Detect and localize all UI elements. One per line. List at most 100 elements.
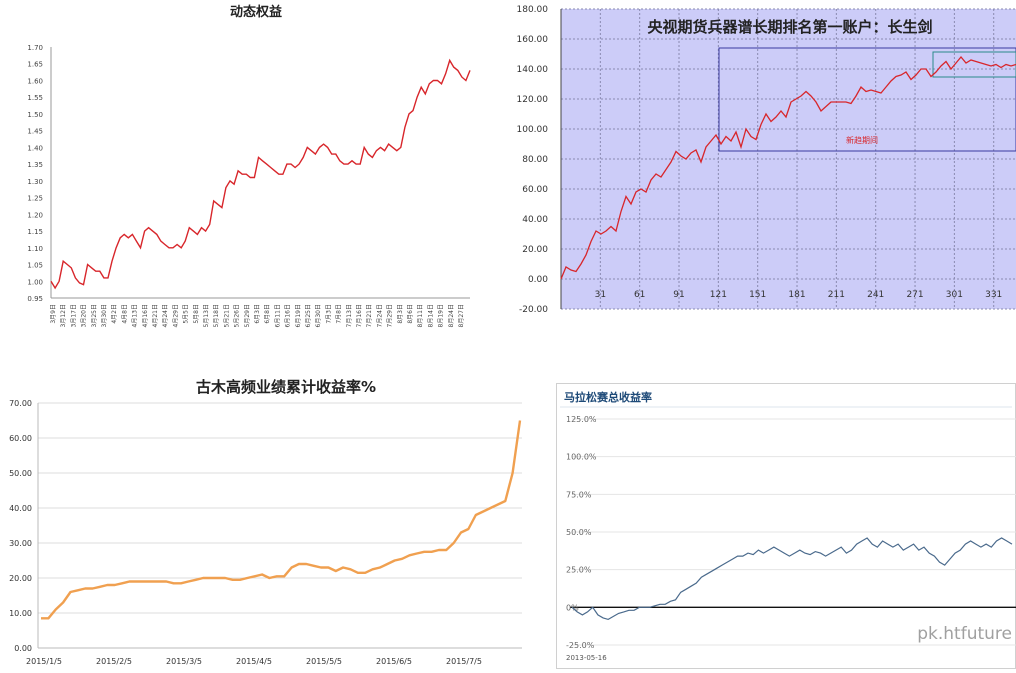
x-tick-label: 61 bbox=[634, 290, 645, 300]
x-tick-label: 7月21日 bbox=[366, 304, 373, 327]
x-tick-label: 7月8日 bbox=[336, 304, 343, 324]
y-tick-label: 1.55 bbox=[27, 94, 43, 102]
x-tick-label: 4月24日 bbox=[162, 304, 169, 327]
series-line bbox=[560, 55, 1016, 280]
y-tick-label: 0.00 bbox=[14, 644, 32, 653]
x-tick-label: 5月8日 bbox=[193, 304, 200, 324]
x-tick-label: 3月30日 bbox=[101, 304, 108, 327]
y-tick-label: 40.00 bbox=[9, 504, 32, 513]
y-tick-label: 1.10 bbox=[27, 245, 43, 253]
x-tick-label: 5月18日 bbox=[213, 304, 220, 327]
plot-background bbox=[561, 9, 1016, 309]
x-tick-label: 7月24日 bbox=[376, 304, 383, 327]
y-tick-label: 40.00 bbox=[522, 215, 548, 225]
y-tick-label: 0.00 bbox=[528, 275, 548, 285]
x-tick-label: 3月17日 bbox=[70, 304, 77, 327]
x-tick-label: 6月16日 bbox=[285, 304, 292, 327]
chart-dynamic-equity: 动态权益 1.70 1.65 1.60 1.55 1.50 1.45 1.40 1.35 1.3… bbox=[27, 4, 471, 327]
y-tick-label: 0.95 bbox=[27, 295, 43, 303]
x-tick-label: 3月25日 bbox=[91, 304, 98, 327]
x-tick-label: 271 bbox=[906, 290, 923, 300]
y-tick-label: -25.0% bbox=[566, 641, 595, 650]
chart-gumu-hft: 古木高频业绩累计收益率% 70.00 60.00 50.00 40.00 30.00 20… bbox=[9, 378, 522, 666]
y-tick-label: 20.00 bbox=[9, 574, 32, 583]
x-tick-label: 8月27日 bbox=[458, 304, 465, 327]
y-tick-label: 1.05 bbox=[27, 262, 43, 270]
x-tick-label: 6月8日 bbox=[264, 304, 271, 324]
x-tick-label: 5月21日 bbox=[223, 304, 230, 327]
y-tick-label: 70.00 bbox=[9, 399, 32, 408]
x-tick-label: 91 bbox=[673, 290, 684, 300]
x-tick-label: 151 bbox=[749, 290, 766, 300]
x-tick-label: 3月9日 bbox=[50, 304, 57, 324]
y-tick-label: 100.00 bbox=[517, 125, 549, 135]
x-tick-label: 2015/1/5 bbox=[26, 657, 62, 666]
y-tick-label: 50.00 bbox=[9, 469, 32, 478]
y-tick-label: 30.00 bbox=[9, 539, 32, 548]
y-tick-label: 100.0% bbox=[566, 453, 597, 462]
y-tick-label: 1.25 bbox=[27, 195, 43, 203]
y-tick-label: 180.00 bbox=[517, 5, 549, 15]
x-tick-label: 7月16日 bbox=[356, 304, 363, 327]
y-tick-label: 25.0% bbox=[566, 566, 592, 575]
x-tick-label: 331 bbox=[985, 290, 1002, 300]
y-tick-label: 1.30 bbox=[27, 178, 43, 186]
x-tick-label: 4月29日 bbox=[172, 304, 179, 327]
x-tick-label: 5月29日 bbox=[244, 304, 251, 327]
y-tick-label: 1.40 bbox=[27, 144, 43, 152]
chart-marathon-return: 马拉松赛总收益率 125.0%100.0%75.0%50.0%25.0%0%-2… bbox=[556, 383, 1016, 669]
y-tick-label: 1.65 bbox=[27, 61, 43, 69]
x-tick-label: 8月3日 bbox=[397, 304, 404, 324]
y-tick-label: 120.00 bbox=[517, 95, 549, 105]
x-tick-label: 6月25日 bbox=[305, 304, 312, 327]
chart-title: 马拉松赛总收益率 bbox=[564, 390, 652, 404]
x-tick-label: 8月6日 bbox=[407, 304, 414, 324]
y-tick-label: 10.00 bbox=[9, 609, 32, 618]
x-tick-label: 121 bbox=[710, 290, 727, 300]
y-tick-label: 1.45 bbox=[27, 128, 43, 136]
x-tick-label: 6月11日 bbox=[274, 304, 281, 327]
x-tick-label: 7月29日 bbox=[387, 304, 394, 327]
series-line bbox=[571, 537, 1013, 621]
highlight-box bbox=[718, 47, 1016, 152]
x-tick-label: 301 bbox=[946, 290, 963, 300]
x-tick-label: 5月5日 bbox=[183, 304, 190, 324]
y-tick-label: 125.0% bbox=[566, 415, 597, 424]
x-tick-label: 5月26日 bbox=[234, 304, 241, 327]
x-tick-label: 5月13日 bbox=[203, 304, 210, 327]
x-tick-label: 8月11日 bbox=[417, 304, 424, 327]
y-tick-label: 1.50 bbox=[27, 111, 43, 119]
x-tick-label: 4月13日 bbox=[132, 304, 139, 327]
x-tick-label: 2015/7/5 bbox=[446, 657, 482, 666]
x-tick-label: 2015/2/5 bbox=[96, 657, 132, 666]
y-tick-label: 1.00 bbox=[27, 278, 43, 286]
x-tick-label: 8月24日 bbox=[448, 304, 455, 327]
chart-title: 古木高频业绩累计收益率% bbox=[196, 378, 376, 396]
x-tick-label: 241 bbox=[867, 290, 884, 300]
y-tick-label: 60.00 bbox=[522, 185, 548, 195]
highlight-box-small bbox=[932, 51, 1016, 78]
x-tick-label: 2013-05-16 bbox=[566, 654, 607, 662]
y-tick-label: 75.0% bbox=[566, 490, 592, 499]
x-tick-label: 8月14日 bbox=[427, 304, 434, 327]
x-tick-label: 2015/3/5 bbox=[166, 657, 202, 666]
x-tick-label: 211 bbox=[828, 290, 845, 300]
y-tick-label: -20.00 bbox=[519, 305, 548, 315]
x-tick-label: 3月12日 bbox=[60, 304, 67, 327]
x-tick-label: 2015/6/5 bbox=[376, 657, 412, 666]
x-tick-label: 3月20日 bbox=[81, 304, 88, 327]
y-tick-label: 20.00 bbox=[522, 245, 548, 255]
x-tick-label: 2015/4/5 bbox=[236, 657, 272, 666]
x-tick-label: 6月3日 bbox=[254, 304, 261, 324]
y-tick-label: 50.0% bbox=[566, 528, 592, 537]
y-tick-label: 1.60 bbox=[27, 77, 43, 85]
y-tick-label: 1.35 bbox=[27, 161, 43, 169]
annotation-label: 新趋期间 bbox=[846, 135, 878, 145]
x-tick-label: 6月19日 bbox=[295, 304, 302, 327]
y-tick-label: 60.00 bbox=[9, 434, 32, 443]
x-tick-label: 7月13日 bbox=[346, 304, 353, 327]
x-tick-label: 4月21日 bbox=[152, 304, 159, 327]
y-tick-label: 140.00 bbox=[517, 65, 549, 75]
chart-changshengjian: 180.00 160.00 140.00 120.00 100.00 80.00 60.00… bbox=[517, 5, 1016, 315]
chart-title: 动态权益 bbox=[230, 4, 282, 20]
